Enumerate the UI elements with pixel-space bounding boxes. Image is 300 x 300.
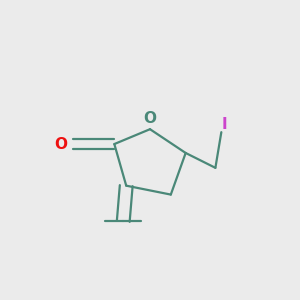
Text: O: O	[54, 136, 67, 152]
Text: O: O	[143, 111, 157, 126]
Text: I: I	[221, 117, 227, 132]
